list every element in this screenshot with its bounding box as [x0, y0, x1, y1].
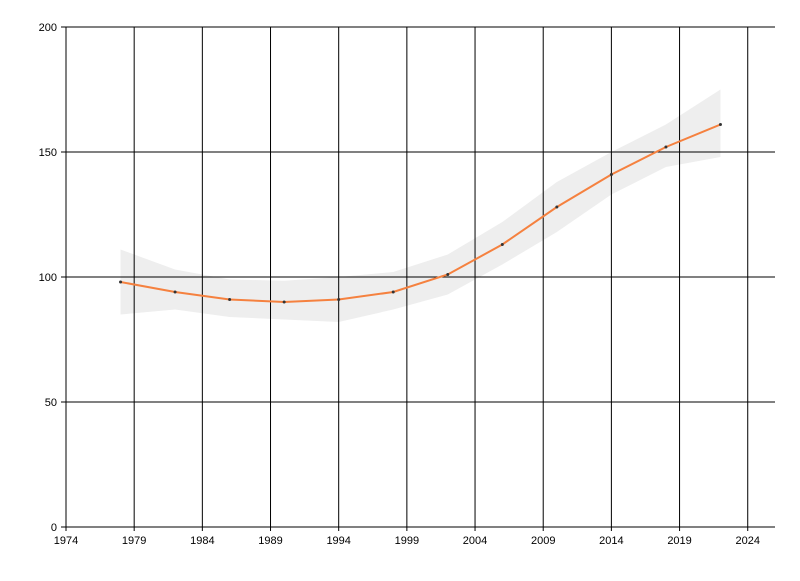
point	[282, 300, 286, 304]
x-tick-label: 1989	[258, 535, 282, 547]
x-tick-label: 1984	[190, 535, 214, 547]
point	[173, 290, 177, 294]
x-tick-label: 2024	[735, 535, 759, 547]
x-tick-label: 2004	[463, 535, 487, 547]
x-tick-label: 2019	[667, 535, 691, 547]
point	[664, 145, 668, 149]
confidence-band	[120, 89, 721, 322]
y-tick-label: 100	[39, 272, 57, 284]
y-tick-label: 50	[45, 397, 57, 409]
point	[228, 298, 232, 301]
x-tick-label: 1999	[395, 535, 419, 547]
point	[391, 290, 395, 294]
x-tick-label: 2009	[531, 535, 555, 547]
x-tick-label: 1994	[326, 535, 350, 547]
point	[446, 273, 450, 276]
x-tick-label: 1979	[122, 535, 146, 547]
point	[500, 243, 504, 246]
point	[337, 298, 341, 301]
y-tick-label: 200	[39, 22, 57, 34]
point	[119, 280, 123, 284]
point	[718, 123, 722, 126]
point	[555, 205, 559, 209]
y-tick-label: 150	[39, 147, 57, 159]
point	[609, 173, 613, 176]
line	[120, 123, 721, 304]
x-tick-label: 2014	[599, 535, 623, 547]
x-tick-label: 1974	[54, 535, 78, 547]
y-tick-label: 0	[51, 522, 57, 534]
